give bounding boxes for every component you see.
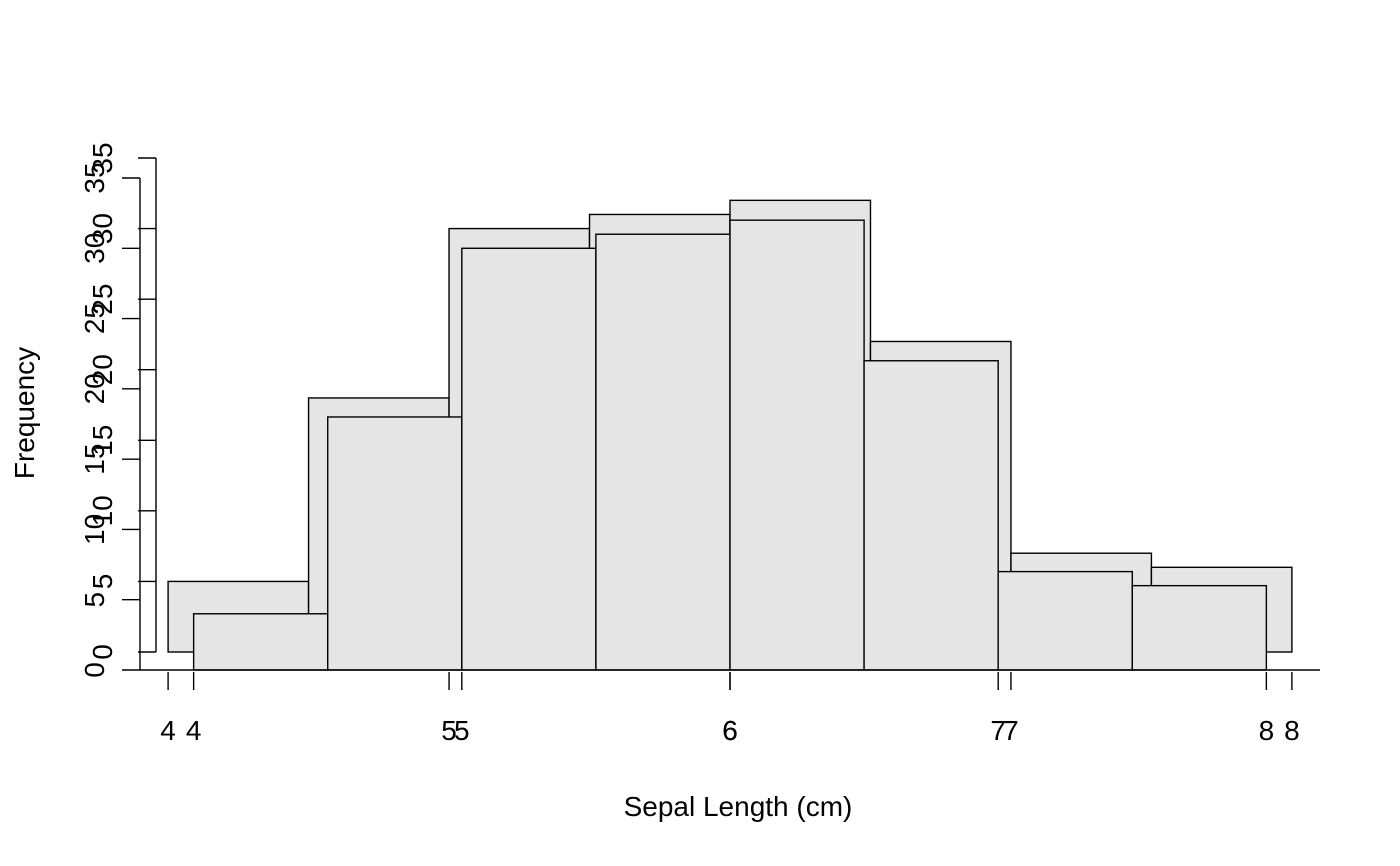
x-tick-label: 6 [722, 715, 738, 746]
x-tick-label: 8 [1284, 715, 1300, 746]
x-tick-label: 5 [441, 715, 457, 746]
histogram-bar [1131, 584, 1268, 671]
histogram-layer-front: 0 5 10 15 20 25 30 35 4 5 6 7 8 [79, 162, 1320, 746]
x-tick-label: 8 [1259, 715, 1275, 746]
y-tick-label: 5 [87, 574, 118, 590]
y-tick-label: 30 [79, 233, 110, 264]
y-tick-label: 20 [87, 354, 118, 385]
y-tick-label: 35 [79, 162, 110, 193]
y-tick-label: 35 [87, 142, 118, 173]
y-tick-label: 30 [87, 213, 118, 244]
histogram-bar [997, 570, 1133, 671]
y-axis-title: Frequency [9, 347, 40, 479]
histogram-bar [327, 416, 463, 671]
x-tick-label: 4 [186, 715, 202, 746]
y-tick-label: 15 [79, 444, 110, 475]
x-tick-label: 7 [1003, 715, 1019, 746]
x-axis-title: Sepal Length (cm) [624, 791, 853, 822]
histogram-bar [729, 219, 865, 671]
histogram-bar [863, 360, 999, 671]
y-tick-label: 20 [79, 373, 110, 404]
histogram-bar [461, 247, 597, 671]
y-tick-label: 25 [79, 303, 110, 334]
histogram-bar [192, 613, 329, 671]
x-tick-label: 6 [722, 715, 738, 746]
x-tick-label: 7 [990, 715, 1006, 746]
y-tick-label: 15 [87, 425, 118, 456]
y-tick-label: 10 [79, 514, 110, 545]
x-tick-label: 4 [160, 715, 176, 746]
y-tick-label: 0 [79, 662, 110, 678]
x-tick-label: 5 [454, 715, 470, 746]
histogram-bar [595, 233, 731, 671]
y-tick-label: 5 [79, 592, 110, 608]
y-tick-label: 25 [87, 284, 118, 315]
y-tick-label: 0 [87, 644, 118, 660]
y-tick-label: 10 [87, 495, 118, 526]
